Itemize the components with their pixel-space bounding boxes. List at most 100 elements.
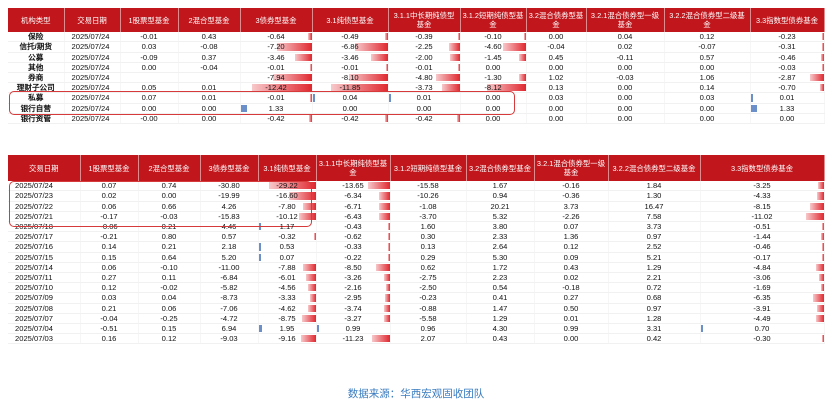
value-cell: -0.42: [312, 113, 389, 124]
value-text: -0.23: [778, 32, 796, 42]
value-text: 1.28: [646, 313, 662, 323]
value-text: 0.01: [779, 93, 795, 103]
value-cell: -12.42: [240, 82, 313, 94]
value-text: 0.01: [563, 313, 579, 323]
value-text: -0.17: [753, 252, 771, 262]
value-text: -3.91: [753, 303, 771, 313]
institution-type-cell: 私募: [8, 92, 65, 104]
value-cell: -13.65: [316, 181, 391, 192]
institution-type-cell: 信托/期货: [8, 41, 65, 53]
value-cell: 1.02: [526, 72, 587, 84]
value-text: -9.16: [278, 334, 296, 344]
value-cell: -16.60: [258, 190, 317, 202]
value-cell: -9.16: [258, 333, 317, 345]
value-cell: 0.42: [608, 333, 701, 345]
value-cell: 0.07: [80, 181, 139, 192]
negative-bar: [251, 84, 311, 92]
value-text: -3.70: [419, 211, 437, 221]
value-cell: -7.88: [258, 262, 317, 273]
value-text: -19.99: [218, 191, 240, 201]
value-cell: 1.30: [608, 190, 701, 202]
value-cell: -0.01: [312, 62, 389, 73]
value-text: 0.37: [201, 52, 217, 62]
value-cell: -19.99: [200, 190, 259, 202]
value-text: 0.80: [161, 232, 177, 242]
value-cell: -2.26: [534, 211, 609, 222]
value-cell: 0.29: [390, 252, 467, 263]
trade-date-cell: 2025/07/04: [8, 323, 81, 335]
value-cell: 1.33: [240, 103, 313, 114]
value-cell: 0.99: [534, 323, 609, 335]
table-header-row: 交易日期 1股票型基金 2混合型基金 3债券型基金 3.1纯债型基金 3.1.1中长期纯债…: [8, 155, 825, 181]
column-header: 1股票型基金: [120, 8, 179, 32]
value-text: 0.00: [485, 103, 501, 113]
value-cell: -3.91: [700, 303, 825, 314]
value-cell: 2.21: [608, 272, 701, 284]
value-text: 3.73: [646, 221, 662, 231]
value-cell: -6.71: [316, 201, 391, 212]
value-cell: 0.03: [80, 292, 139, 304]
value-cell: -3.74: [316, 303, 391, 314]
value-cell: 0.07: [534, 221, 609, 233]
value-text: 0.06: [101, 201, 117, 211]
negative-bar: [268, 182, 315, 190]
value-text: 0.21: [161, 242, 177, 252]
value-cell: -2.16: [316, 282, 391, 294]
value-text: 0.00: [617, 62, 633, 72]
value-cell: 0.04: [586, 32, 665, 43]
negative-bar: [822, 43, 823, 51]
negative-bar: [449, 53, 459, 61]
value-text: 6.94: [221, 323, 237, 333]
value-text: 0.01: [201, 93, 217, 103]
negative-bar: [809, 73, 823, 82]
value-text: 0.01: [201, 83, 217, 93]
value-text: 0.43: [492, 334, 508, 344]
value-text: 0.07: [101, 181, 117, 191]
value-text: -0.01: [140, 32, 158, 42]
value-text: 0.01: [416, 93, 432, 103]
negative-bar: [820, 84, 823, 92]
table-row: 2025/07/04 -0.51 0.15 6.94 1.95 0.99 0.96 4.30 0…: [8, 323, 825, 335]
value-cell: -0.01: [240, 62, 313, 73]
value-cell: -0.17: [80, 211, 139, 222]
value-text: 0.15: [161, 323, 177, 333]
value-cell: 0.00: [664, 62, 751, 73]
value-text: 0.04: [161, 293, 177, 303]
value-text: -0.46: [753, 242, 771, 252]
negative-bar: [822, 222, 823, 231]
value-cell: 0.97: [608, 303, 701, 314]
value-cell: 0.01: [388, 92, 461, 104]
negative-bar: [805, 212, 823, 220]
value-text: -0.17: [100, 211, 118, 221]
value-text: 0.00: [485, 93, 501, 103]
value-text: 1.17: [279, 221, 295, 231]
value-text: -0.88: [419, 303, 437, 313]
value-cell: -0.02: [138, 282, 201, 294]
negative-bar: [519, 73, 525, 82]
value-cell: 0.05: [120, 82, 179, 94]
value-cell: 0.27: [80, 272, 139, 284]
value-text: -1.44: [753, 232, 771, 242]
value-text: 0.97: [646, 303, 662, 313]
value-cell: 1.84: [608, 181, 701, 192]
negative-bar: [503, 43, 525, 51]
column-header: 3.1.1中长期纯债型基金: [316, 155, 391, 181]
value-text: 0.07: [279, 252, 295, 262]
value-cell: 1.33: [750, 103, 825, 114]
negative-bar: [524, 33, 525, 41]
value-cell: 0.00: [178, 113, 241, 124]
value-cell: -7.20: [240, 41, 313, 53]
negative-bar: [300, 335, 315, 343]
value-text: 0.94: [492, 191, 508, 201]
value-text: -4.56: [278, 283, 296, 293]
value-text: 0.04: [342, 93, 358, 103]
trade-date-cell: 2025/07/03: [8, 333, 81, 345]
value-cell: 0.16: [80, 333, 139, 345]
value-cell: -0.43: [316, 221, 391, 233]
value-cell: 3.31: [608, 323, 701, 335]
value-text: -0.04: [200, 62, 218, 72]
value-text: 0.00: [699, 103, 715, 113]
value-text: 0.05: [141, 83, 157, 93]
value-text: -12.42: [265, 83, 287, 93]
value-text: 0.14: [101, 242, 117, 252]
